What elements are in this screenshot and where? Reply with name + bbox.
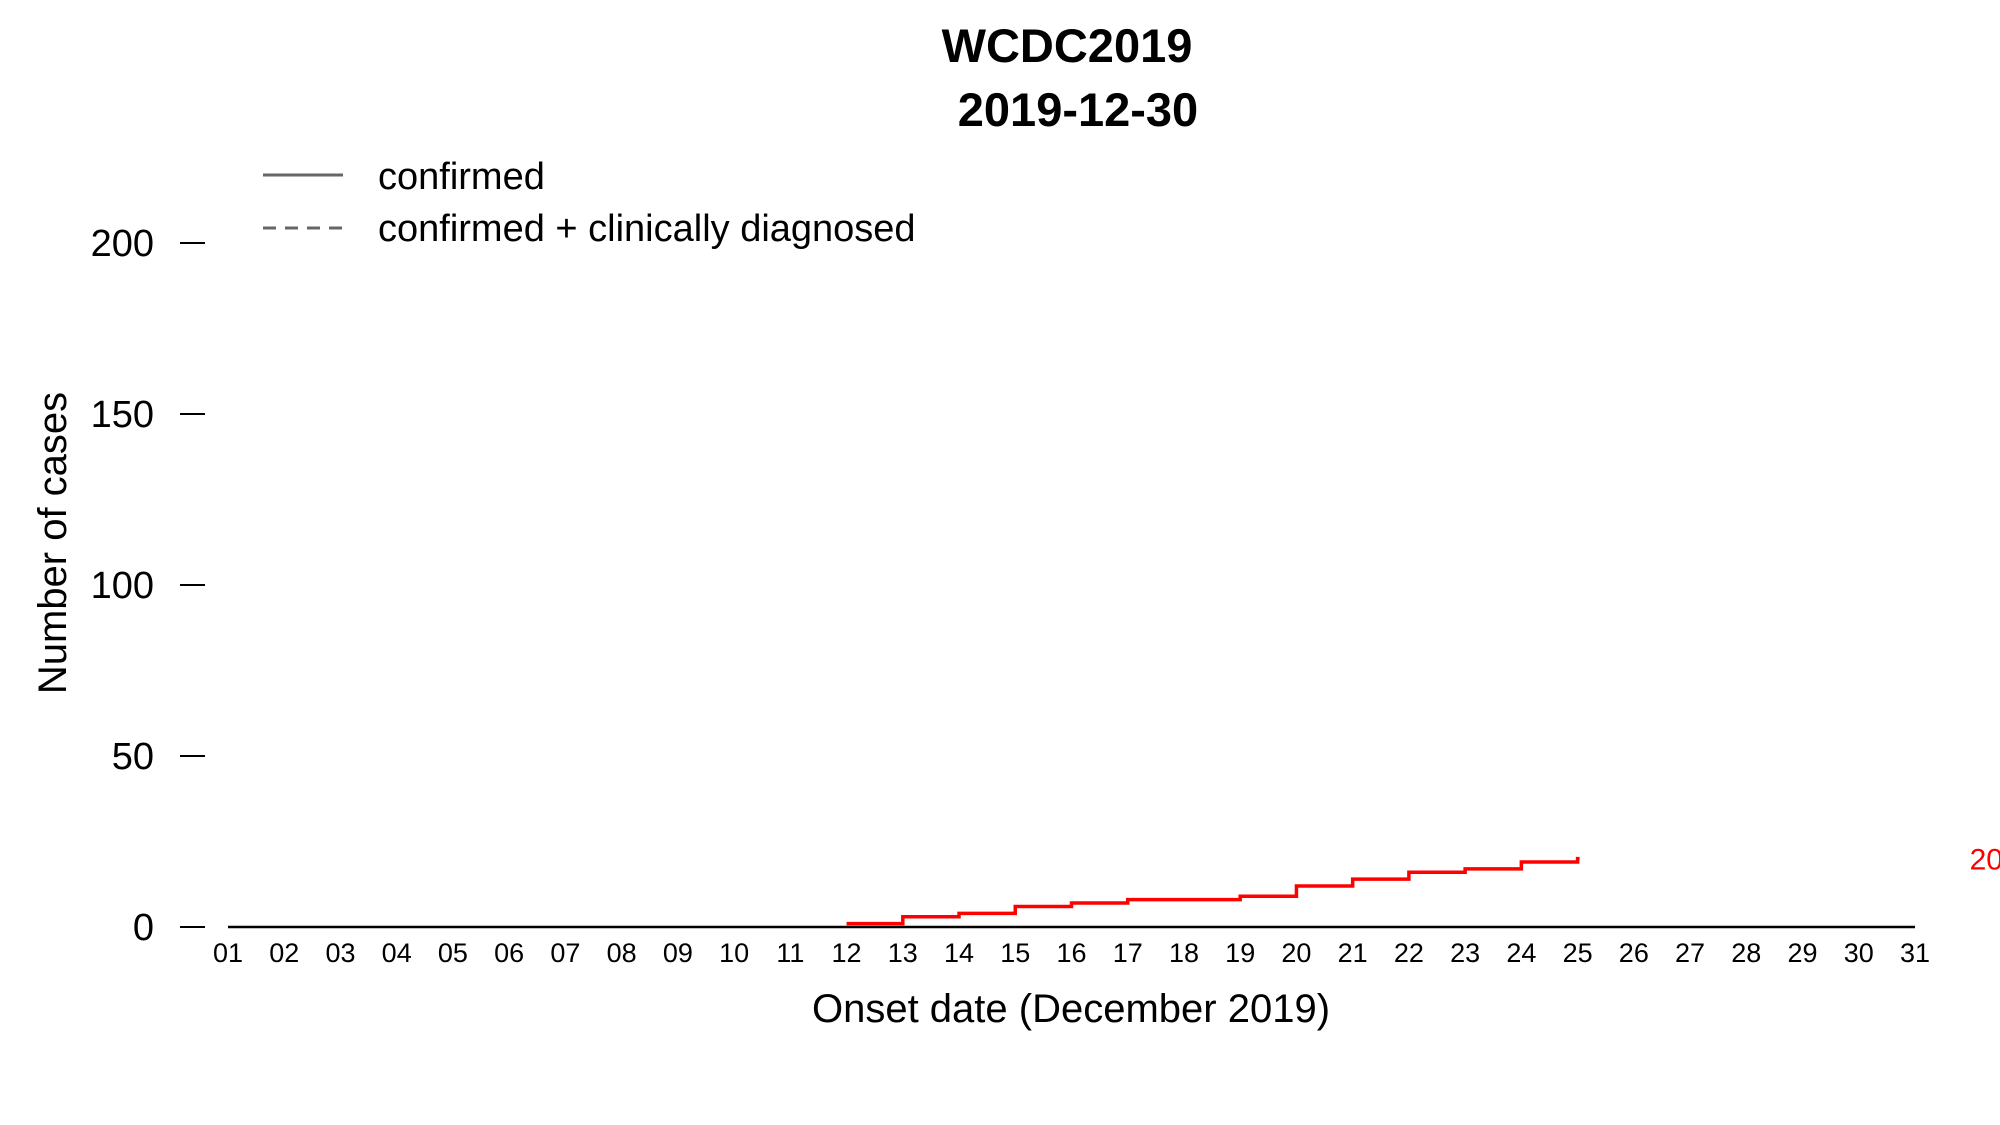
x-tick-label: 07 xyxy=(550,938,580,968)
y-axis: 0 50 100 150 200 xyxy=(91,223,205,949)
x-axis: 01 02 03 04 05 06 07 08 09 10 11 12 13 14 15 16 17 18 19 20… xyxy=(213,938,1930,968)
x-tick-label: 21 xyxy=(1338,938,1368,968)
y-tick-label: 50 xyxy=(112,736,154,778)
x-tick-label: 25 xyxy=(1563,938,1593,968)
y-tick-label: 0 xyxy=(133,907,154,949)
x-tick-label: 29 xyxy=(1788,938,1818,968)
x-tick-label: 08 xyxy=(607,938,637,968)
plot-area: 20 xyxy=(228,844,2000,929)
y-tick-label: 100 xyxy=(91,565,154,607)
x-tick-label: 20 xyxy=(1281,938,1311,968)
chart-title-group: WCDC2019 2019-12-30 xyxy=(942,19,1199,136)
x-tick-label: 01 xyxy=(213,938,243,968)
y-tick-label: 200 xyxy=(91,223,154,265)
x-tick-label: 05 xyxy=(438,938,468,968)
x-tick-label: 02 xyxy=(269,938,299,968)
x-tick-label: 06 xyxy=(494,938,524,968)
x-tick-label: 12 xyxy=(832,938,862,968)
x-tick-label: 18 xyxy=(1169,938,1199,968)
x-tick-label: 10 xyxy=(719,938,749,968)
x-tick-label: 28 xyxy=(1731,938,1761,968)
x-tick-label: 17 xyxy=(1113,938,1143,968)
x-tick-label: 23 xyxy=(1450,938,1480,968)
x-tick-label: 30 xyxy=(1844,938,1874,968)
x-tick-label: 04 xyxy=(382,938,412,968)
chart-title: WCDC2019 xyxy=(942,19,1193,72)
x-tick-label: 31 xyxy=(1900,938,1930,968)
final-count-label: 20 xyxy=(1970,844,2000,877)
x-axis-label: Onset date (December 2019) xyxy=(812,987,1330,1031)
legend-label-confirmed: confirmed xyxy=(378,156,545,198)
chart-legend: confirmed confirmed + clinically diagnos… xyxy=(263,156,916,250)
x-tick-label: 19 xyxy=(1225,938,1255,968)
series-step-line-0 xyxy=(846,856,1580,926)
x-tick-label: 24 xyxy=(1506,938,1536,968)
y-tick-label: 150 xyxy=(91,394,154,436)
x-tick-label: 26 xyxy=(1619,938,1649,968)
x-tick-label: 13 xyxy=(888,938,918,968)
x-tick-label: 11 xyxy=(776,938,804,968)
chart-subtitle: 2019-12-30 xyxy=(958,83,1198,136)
x-tick-label: 16 xyxy=(1056,938,1086,968)
x-tick-label: 03 xyxy=(325,938,355,968)
y-axis-label: Number of cases xyxy=(31,392,75,694)
x-tick-label: 22 xyxy=(1394,938,1424,968)
x-tick-label: 14 xyxy=(944,938,974,968)
x-tick-label: 27 xyxy=(1675,938,1705,968)
legend-label-confirmed-clinical: confirmed + clinically diagnosed xyxy=(378,208,916,250)
x-tick-label: 15 xyxy=(1000,938,1030,968)
x-tick-label: 09 xyxy=(663,938,693,968)
